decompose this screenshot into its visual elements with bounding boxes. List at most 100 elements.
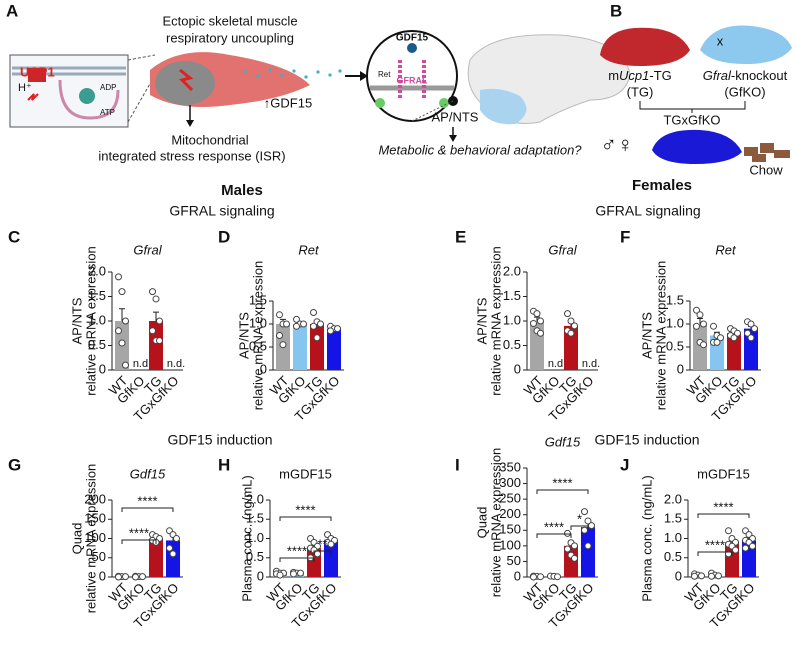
isr-label: integrated stress response (ISR)	[98, 148, 285, 163]
bar	[744, 328, 758, 370]
muscle-title: Ectopic skeletal muscle	[162, 13, 297, 28]
data-point	[293, 322, 300, 330]
significance-bracket	[697, 551, 733, 556]
y-tick-label: 50	[92, 549, 106, 564]
proton-label: H⁺	[18, 82, 32, 94]
y-tick-label: 2.0	[88, 263, 106, 278]
data-point	[327, 540, 335, 548]
data-point	[297, 569, 304, 577]
data-point	[730, 334, 738, 342]
ret-label: Ret	[378, 70, 391, 79]
bar	[564, 545, 578, 577]
ucp1-label: UCP1	[20, 64, 55, 79]
significance-bracket	[279, 516, 332, 521]
y-tick-label: 350	[499, 459, 521, 474]
data-point	[156, 337, 163, 345]
y-tick-label: 1.0	[664, 530, 682, 545]
y-tick-label: 0	[99, 568, 106, 583]
y-tick-label: 200	[499, 506, 521, 521]
data-point	[530, 573, 537, 581]
y-tick-label: 0.5	[88, 337, 106, 352]
chart-title: Gdf15	[545, 434, 581, 449]
ko-label-part: Gfral	[703, 68, 732, 83]
data-point	[533, 310, 541, 318]
y-tick-label: 0	[99, 361, 106, 376]
data-point	[530, 319, 537, 327]
data-point	[717, 334, 724, 342]
y-tick-label: 0	[677, 361, 684, 376]
data-point	[693, 322, 700, 330]
y-tick-label: 0	[514, 361, 521, 376]
data-point	[118, 339, 126, 347]
atp-synthase	[79, 88, 95, 104]
data-point	[696, 311, 704, 319]
data-point	[149, 327, 156, 335]
bar	[324, 540, 338, 577]
data-point	[581, 508, 588, 516]
data-point	[132, 573, 139, 581]
ko-label: Gfral-knockout	[703, 68, 788, 83]
y-axis-label: relative mRNA expression	[653, 261, 668, 411]
y-tick-label: 2.0	[664, 491, 682, 506]
chart-title: mGDF15	[279, 466, 332, 481]
panel-label: H	[218, 455, 230, 474]
data-point	[747, 320, 755, 328]
tg-label: mUcp1-TG	[608, 68, 672, 83]
data-point	[166, 544, 173, 552]
section-subtitle: GFRAL signaling	[169, 203, 274, 219]
section-title: Females	[632, 177, 692, 194]
arrow-head	[449, 135, 457, 142]
data-point	[715, 572, 722, 580]
y-tick-label: 0	[260, 361, 267, 376]
panel-label: G	[8, 455, 21, 474]
significance-bracket	[121, 539, 157, 544]
data-point	[149, 288, 156, 296]
data-point	[122, 573, 129, 581]
y-tick-label: 2.0	[503, 263, 521, 278]
data-point	[317, 320, 324, 328]
bar	[293, 324, 307, 370]
data-point	[283, 320, 290, 328]
gdf15-label: GDF15	[396, 33, 429, 44]
ap-nts-label: AP/NTS	[432, 109, 479, 124]
chart-title: Gfral	[548, 242, 577, 257]
y-tick-label: 1.0	[666, 315, 684, 330]
offspring-label: TGxGfKO	[663, 112, 720, 127]
panel-label: F	[620, 227, 630, 246]
significance-label: ****	[137, 493, 157, 508]
section-subtitle: GFRAL signaling	[595, 203, 700, 219]
bar	[693, 324, 707, 370]
gfral-label: GFRAL	[397, 75, 428, 85]
panel-label: J	[620, 455, 629, 474]
y-tick-label: 100	[84, 530, 106, 545]
data-point	[327, 327, 334, 335]
data-point	[290, 570, 297, 578]
y-tick-label: 1.5	[503, 288, 521, 303]
y-axis-label: AP/NTS	[639, 312, 654, 359]
lightning	[179, 68, 194, 92]
hindbrain	[480, 88, 527, 125]
data-point	[751, 325, 758, 333]
data-point	[734, 329, 741, 337]
data-point	[571, 542, 578, 550]
chow	[744, 143, 790, 162]
data-point	[537, 573, 544, 581]
y-axis-label: Quad	[69, 523, 84, 555]
tg-label-part: -TG	[649, 68, 671, 83]
error-bar	[697, 317, 703, 324]
significance-label: ****	[544, 519, 564, 534]
y-tick-label: 1.0	[88, 312, 106, 327]
y-tick-label: 1.0	[503, 312, 521, 327]
significance-label: **	[317, 536, 327, 551]
ko-mouse	[700, 25, 792, 64]
y-tick-label: 1.5	[664, 511, 682, 526]
bar	[327, 328, 341, 370]
value-label: n.d.	[548, 358, 566, 370]
bar	[564, 325, 578, 370]
section-subtitle: GDF15 induction	[594, 432, 699, 448]
chart-title: Gdf15	[130, 466, 166, 481]
data-point	[571, 322, 578, 330]
y-tick-label: 150	[499, 522, 521, 537]
data-point	[742, 544, 749, 552]
error-bar	[119, 308, 125, 321]
